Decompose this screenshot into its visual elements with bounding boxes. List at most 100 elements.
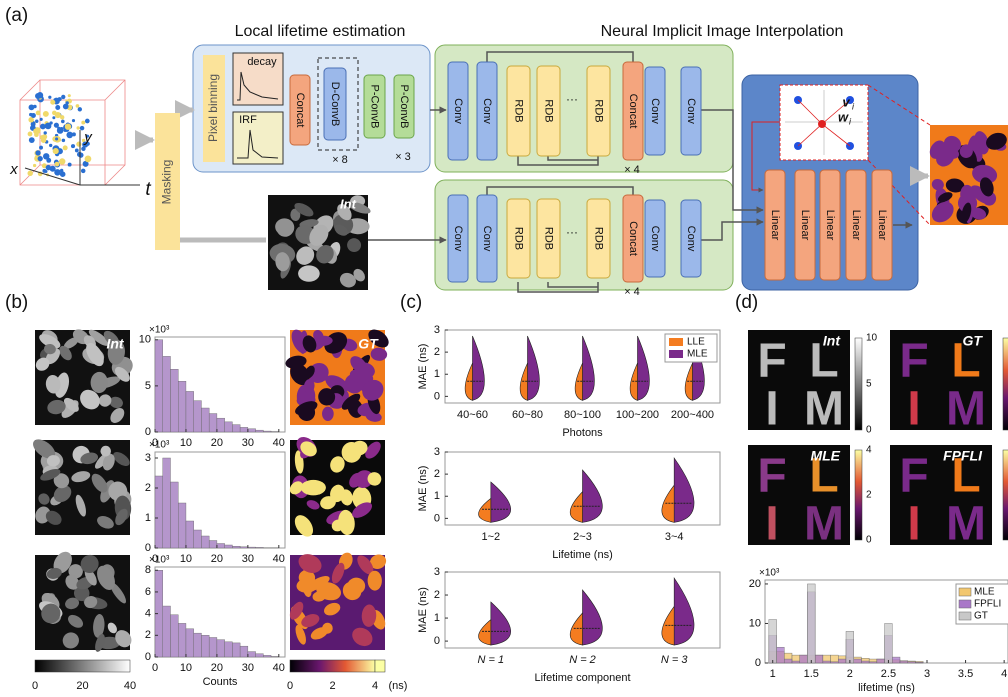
block-label: Linear [799,210,811,241]
panel-label: (c) [400,292,422,313]
scale-label: ×10³ [149,440,170,451]
hist-bar [885,623,893,663]
hist-bar [209,541,217,549]
image-label: Int [340,196,357,211]
hist-bar [209,637,217,657]
y-tick-label: 5 [145,380,151,392]
x-tick-label: 3.5 [958,668,973,680]
x-tick-label: 3~4 [665,531,684,543]
cube-dot [28,132,33,137]
hist-bar [784,659,792,663]
repeat-label: × 3 [395,151,411,163]
block-label: Conv [649,98,661,124]
y-tick-label: 1 [434,490,440,502]
image-letter: F [899,335,928,388]
hist-bar [217,544,225,549]
cube-dot [29,137,35,143]
legend-swatch [669,350,683,358]
legend-label: FPFLI [974,599,1001,610]
colorbar [855,450,862,540]
colorbar-tick-label: 10 [866,333,878,344]
cell [100,446,111,457]
hist-bar [792,661,800,663]
block-label: Concat [294,93,306,128]
legend-label: GT [974,611,988,622]
colorbar-tick-label: 0 [287,680,293,692]
image-letter: I [765,498,778,551]
block-label: RDB [513,99,525,122]
hist-bar [846,631,854,663]
y-tick-label: 2 [145,482,151,494]
x-tick-label: 1 [770,668,776,680]
cell [322,407,334,421]
colorbar-tick-label: 0 [32,680,38,692]
y-tick-label: 3 [434,566,440,578]
section-title: Neural Implicit Image Interpolation [601,23,844,40]
legend-swatch [959,600,971,608]
colorbar-unit: (ns) [389,680,408,692]
colorbar [855,338,862,430]
hist-bar [217,418,225,432]
hist-bar [201,408,209,432]
block-label: IRF [239,114,257,126]
cube-dot [33,128,39,134]
cube-dot [72,132,76,136]
y-tick-label: 0 [145,542,151,554]
y-tick-label: 3 [145,452,151,464]
cube-dot [60,169,63,172]
hist-bar [256,547,264,548]
cube-dot [52,116,55,119]
hist-bar [807,584,815,663]
y-tick-label: 0 [145,426,151,438]
colorbar [35,660,130,672]
repeat-label: × 8 [332,154,348,166]
image-label: GT [963,333,984,349]
image-letter: I [907,383,920,436]
cube-dot [36,111,41,116]
cube-dot [55,105,60,110]
image-letter: M [804,498,844,551]
x-tick-label: 2.5 [881,668,896,680]
hist-bar [861,661,869,663]
image-letter: F [899,450,928,503]
hist-bar [248,652,256,657]
cube-dot [50,100,55,105]
x-tick-label: 10 [180,553,192,565]
block-label: Conv [481,226,493,252]
hist-bar [838,659,846,663]
cube-dot [76,104,80,108]
cube-dot [78,107,82,111]
x-tick-label: 60~80 [512,409,543,421]
y-tick-label: 8 [145,564,151,576]
hist-bar [263,431,271,432]
colorbar-tick-label: 0 [866,535,872,546]
y-tick-label: 1 [434,368,440,380]
colorbar-tick-label: 2 [329,680,335,692]
cube-dot [76,126,79,129]
cube-dot [35,120,38,123]
panel-label: (b) [5,292,28,313]
cube-dot [81,169,86,174]
block-label: Masking [160,160,174,205]
cube-dot [68,94,71,97]
block-label: decay [247,56,277,68]
x-axis-label: Photons [562,427,603,439]
block-label: Concat [627,221,639,256]
y-tick-label: 2 [145,629,151,641]
y-axis-label: MAE (ns) [417,587,429,633]
hist-bar [256,430,264,432]
x-tick-label: 3 [924,668,930,680]
image-letter: M [804,383,844,436]
x-tick-label: N = 1 [478,654,505,666]
x-tick-label: 10 [180,662,192,674]
hist-bar [777,647,785,663]
cube-dot [63,145,68,150]
colorbar [375,660,385,672]
cube-dot [61,120,65,124]
x-axis-label: Lifetime (ns) [552,549,613,561]
hist-bar [232,425,240,432]
hist-bar [900,661,908,663]
cube-dot [85,156,92,163]
hist-bar [217,640,225,657]
y-tick-label: 0 [434,390,440,402]
